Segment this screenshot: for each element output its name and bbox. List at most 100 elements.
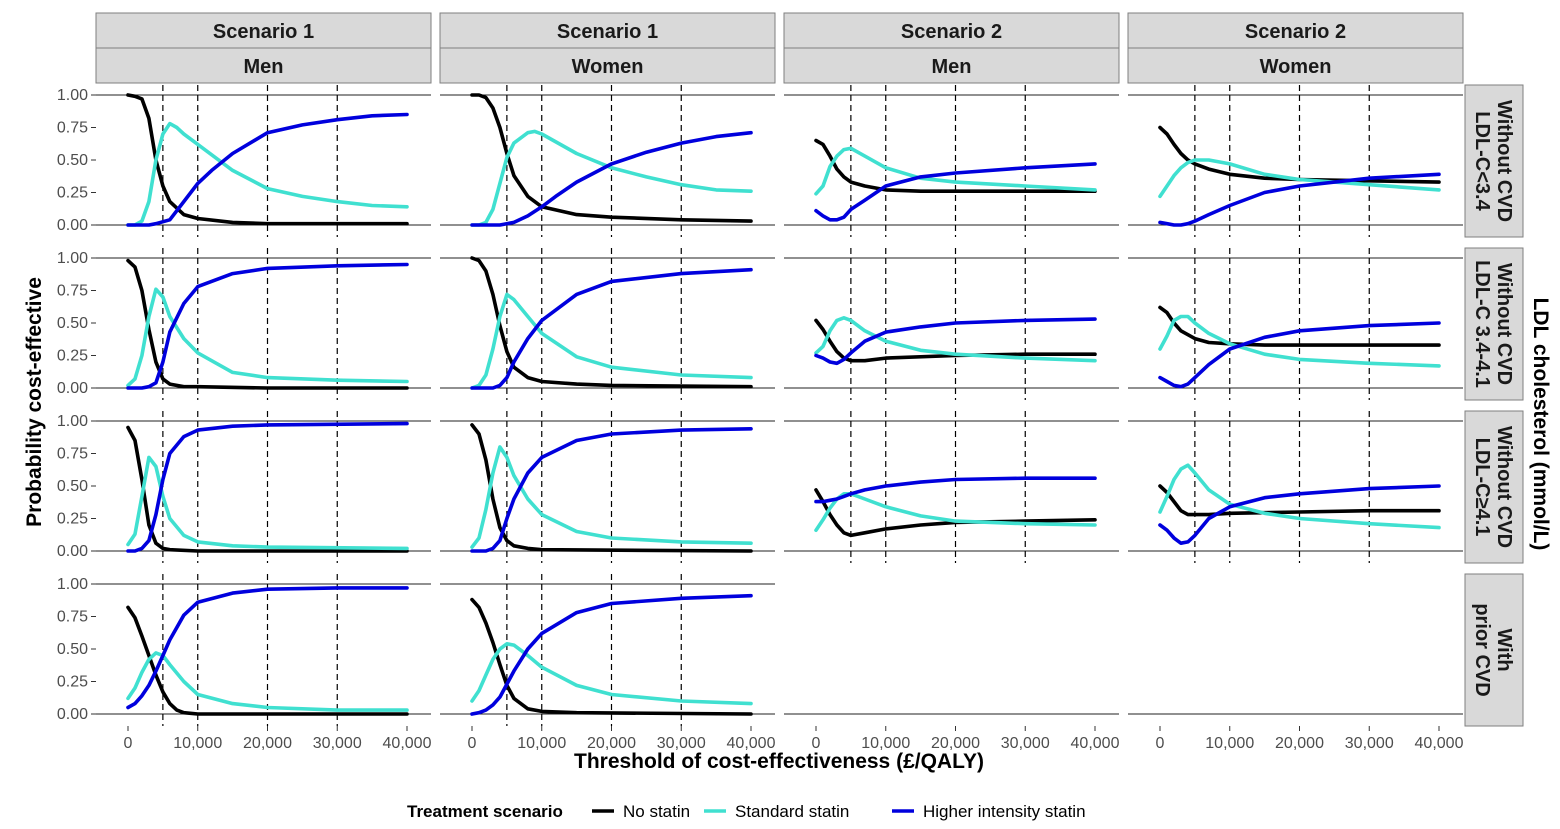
legend-label-higher-intensity-statin: Higher intensity statin xyxy=(923,802,1086,821)
x-tick-label-c4-0: 0 xyxy=(1156,735,1165,752)
series-higher-intensity-statin-r2-c3 xyxy=(814,317,1097,366)
legend-title: Treatment scenario xyxy=(407,802,563,821)
y-tick-label-r1-3: 0.75 xyxy=(57,120,88,137)
x-tick-label-c1-2: 20,000 xyxy=(243,735,292,752)
strip-row-3 xyxy=(1464,410,1524,564)
series-no-statin-r4-c1 xyxy=(126,605,409,716)
strip-top-label-4: Scenario 2 xyxy=(1245,21,1346,43)
series-higher-intensity-statin-r4-c1 xyxy=(126,586,409,710)
y-tick-label-r3-3: 0.75 xyxy=(57,446,88,463)
series-higher-intensity-statin-r1-c2 xyxy=(470,130,753,227)
strip-row-label-4: Withprior CVD xyxy=(1471,603,1515,696)
series-higher-intensity-statin-r1-c3 xyxy=(814,162,1097,222)
x-tick-label-c2-2: 20,000 xyxy=(587,735,636,752)
strip-bottom-2 xyxy=(439,47,776,84)
strip-row-4 xyxy=(1464,573,1524,727)
y-tick-label-r4-3: 0.75 xyxy=(57,609,88,626)
series-standard-statin-r2-c2 xyxy=(470,292,753,390)
strip-bottom-label-2: Women xyxy=(572,56,644,78)
x-tick-label-c1-0: 0 xyxy=(124,735,133,752)
series-standard-statin-r3-c3 xyxy=(814,492,1097,532)
y-tick-label-r3-0: 0.00 xyxy=(57,543,88,560)
panels-layer xyxy=(96,85,1463,726)
series-standard-statin-r2-c4 xyxy=(1158,314,1441,368)
y-tick-label-r3-4: 1.00 xyxy=(57,413,88,430)
y-axis-title: Probability cost-effective xyxy=(23,277,46,527)
strip-top-label-3: Scenario 2 xyxy=(901,21,1002,43)
x-tick-label-c4-3: 30,000 xyxy=(1345,735,1394,752)
strip-row-1 xyxy=(1464,84,1524,238)
series-no-statin-r1-c1 xyxy=(126,93,409,226)
strip-bottom-3 xyxy=(783,47,1120,84)
y-tick-label-r2-1: 0.25 xyxy=(57,348,88,365)
y-tick-label-r1-0: 0.00 xyxy=(57,217,88,234)
y-tick-label-r3-1: 0.25 xyxy=(57,511,88,528)
x-tick-label-c1-4: 40,000 xyxy=(383,735,432,752)
strip-top-1 xyxy=(95,12,432,49)
series-standard-statin-r1-c4 xyxy=(1158,158,1441,199)
legend-label-no-statin: No statin xyxy=(623,802,690,821)
series-higher-intensity-statin-r1-c1 xyxy=(126,112,409,227)
series-higher-intensity-statin-r2-c2 xyxy=(470,267,753,390)
x-tick-label-c1-1: 10,000 xyxy=(173,735,222,752)
strip-top-2 xyxy=(439,12,776,49)
series-no-statin-r3-c4 xyxy=(1158,484,1441,517)
y-tick-label-r2-3: 0.75 xyxy=(57,283,88,300)
series-standard-statin-r1-c3 xyxy=(814,146,1097,196)
x-tick-label-c4-2: 20,000 xyxy=(1275,735,1324,752)
series-higher-intensity-statin-r1-c4 xyxy=(1158,172,1441,227)
y-tick-label-r3-2: 0.50 xyxy=(57,478,88,495)
strip-bottom-label-1: Men xyxy=(244,56,284,78)
series-standard-statin-r4-c2 xyxy=(470,642,753,706)
x-tick-label-c3-3: 30,000 xyxy=(1001,735,1050,752)
x-tick-label-c3-1: 10,000 xyxy=(861,735,910,752)
x-tick-label-c1-3: 30,000 xyxy=(313,735,362,752)
series-standard-statin-r2-c1 xyxy=(126,287,409,388)
strip-row-label-1: Without CVDLDL-C<3.4 xyxy=(1471,100,1515,222)
x-axis-title: Threshold of cost-effectiveness (£/QALY) xyxy=(574,750,984,773)
strip-top-label-2: Scenario 1 xyxy=(557,21,658,43)
x-tick-label-c4-1: 10,000 xyxy=(1205,735,1254,752)
x-tick-label-c3-4: 40,000 xyxy=(1071,735,1120,752)
right-strip-title: LDL cholesterol (mmol/L) xyxy=(1529,298,1552,551)
series-no-statin-r1-c2 xyxy=(470,93,753,223)
series-standard-statin-r3-c2 xyxy=(470,445,753,549)
y-tick-label-r1-2: 0.50 xyxy=(57,152,88,169)
series-standard-statin-r1-c1 xyxy=(126,121,409,227)
series-standard-statin-r3-c1 xyxy=(126,455,409,551)
y-tick-label-r4-4: 1.00 xyxy=(57,576,88,593)
series-higher-intensity-statin-r3-c1 xyxy=(126,421,409,553)
strip-row-label-2: Without CVDLDL-C 3.4-4.1 xyxy=(1471,260,1515,388)
y-tick-label-r2-4: 1.00 xyxy=(57,250,88,267)
series-no-statin-r2-c2 xyxy=(470,256,753,389)
series-standard-statin-r1-c2 xyxy=(470,129,753,227)
series-standard-statin-r4-c1 xyxy=(126,651,409,712)
strip-top-label-1: Scenario 1 xyxy=(213,21,314,43)
x-tick-label-c3-2: 20,000 xyxy=(931,735,980,752)
axes-layer: 0.00 0.25 0.50 0.75 1.00 0.00 0.25 0.50 0.75 1.00… xyxy=(57,87,1464,752)
y-tick-label-r4-2: 0.50 xyxy=(57,641,88,658)
x-tick-label-c3-0: 0 xyxy=(812,735,821,752)
series-higher-intensity-statin-r3-c2 xyxy=(470,427,753,553)
legend-label-standard-statin: Standard statin xyxy=(735,802,849,821)
strip-bottom-4 xyxy=(1127,47,1464,84)
strip-bottom-label-4: Women xyxy=(1260,56,1332,78)
y-tick-label-r1-1: 0.25 xyxy=(57,185,88,202)
x-tick-label-c4-4: 40,000 xyxy=(1415,735,1464,752)
x-tick-label-c2-3: 30,000 xyxy=(657,735,706,752)
series-no-statin-r1-c3 xyxy=(814,138,1097,193)
strip-bottom-1 xyxy=(95,47,432,84)
series-standard-statin-r2-c3 xyxy=(814,316,1097,363)
strip-row-label-3: Without CVDLDL-C≥4.1 xyxy=(1471,426,1515,548)
legend: Treatment scenario No statin Standard sta… xyxy=(407,802,1086,821)
x-tick-label-c2-1: 10,000 xyxy=(517,735,566,752)
series-higher-intensity-statin-r3-c4 xyxy=(1158,484,1441,545)
y-tick-label-r2-2: 0.50 xyxy=(57,315,88,332)
strip-bottom-label-3: Men xyxy=(932,56,972,78)
strip-row-2 xyxy=(1464,247,1524,401)
y-tick-label-r2-0: 0.00 xyxy=(57,380,88,397)
series-higher-intensity-statin-r3-c3 xyxy=(814,476,1097,504)
series-higher-intensity-statin-r4-c2 xyxy=(470,593,753,716)
